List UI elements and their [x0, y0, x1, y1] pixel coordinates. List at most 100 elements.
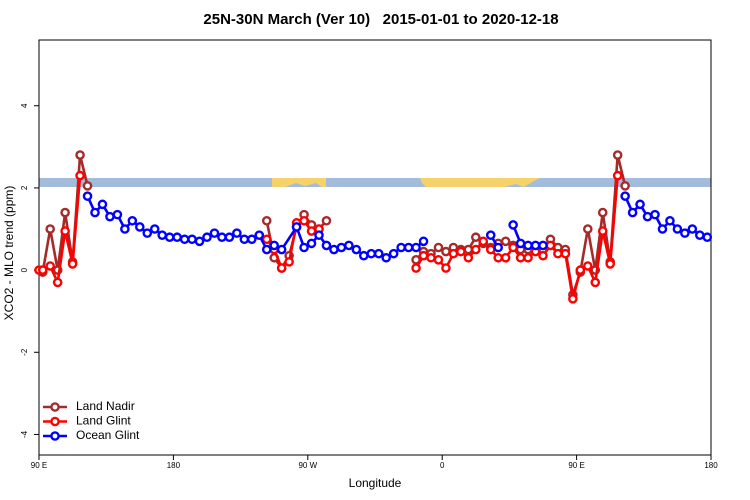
point	[583, 224, 593, 234]
point	[112, 209, 123, 220]
chart-title: 25N-30N March (Ver 10) 2015-01-01 to 202…	[203, 11, 558, 28]
point	[470, 244, 481, 255]
x-axis-label: Longitude	[349, 476, 402, 490]
point	[597, 226, 608, 236]
point	[538, 240, 548, 251]
ocean-strip	[39, 178, 711, 187]
point	[538, 250, 548, 261]
point	[202, 232, 212, 243]
point	[284, 257, 294, 267]
point	[485, 244, 496, 255]
point	[650, 209, 660, 220]
point	[45, 224, 56, 234]
point	[523, 252, 533, 263]
point	[60, 226, 70, 236]
point	[134, 222, 145, 232]
point	[306, 226, 317, 236]
legend-marker	[50, 402, 60, 412]
point	[508, 242, 518, 253]
point	[246, 234, 257, 245]
x-tick-label: 180	[704, 461, 718, 470]
point	[329, 244, 339, 255]
point	[657, 224, 668, 234]
point	[194, 236, 205, 247]
point	[672, 224, 683, 234]
y-tick-label: -2	[20, 348, 29, 356]
point	[605, 259, 616, 269]
point	[90, 207, 100, 218]
point	[306, 238, 317, 249]
point	[381, 252, 392, 263]
point	[157, 230, 167, 240]
point	[373, 248, 384, 259]
legend-label: Land Nadir	[76, 399, 135, 413]
point	[612, 150, 623, 160]
point	[314, 230, 324, 240]
x-tick-label: 90 E	[31, 461, 47, 470]
point	[680, 228, 690, 238]
y-tick-label: 2	[20, 185, 29, 190]
point	[620, 191, 630, 201]
point	[336, 242, 347, 253]
point	[642, 211, 653, 222]
point	[418, 250, 429, 261]
point	[187, 234, 197, 245]
point	[545, 240, 556, 251]
y-tick-label: -4	[20, 430, 29, 438]
point	[620, 181, 630, 191]
land-strip	[272, 178, 326, 187]
point	[411, 242, 421, 253]
legend-label: Ocean Glint	[76, 428, 140, 442]
point	[67, 259, 78, 269]
point	[433, 242, 444, 253]
point	[560, 248, 571, 259]
point	[627, 207, 638, 218]
point	[97, 199, 108, 210]
point	[276, 244, 287, 255]
y-tick-label: 4	[20, 103, 29, 108]
x-tick-label: 90 E	[568, 461, 584, 470]
point	[575, 265, 586, 275]
point	[75, 170, 85, 181]
point	[254, 230, 265, 240]
point	[321, 215, 332, 226]
point	[232, 228, 242, 238]
point	[358, 250, 369, 261]
point	[403, 242, 414, 253]
point	[470, 232, 481, 243]
point	[500, 252, 511, 263]
point	[127, 215, 138, 226]
x-tick-label: 180	[167, 461, 181, 470]
point	[52, 277, 63, 288]
point	[702, 232, 713, 243]
point	[60, 207, 70, 218]
point	[523, 240, 533, 251]
point	[485, 230, 496, 240]
point	[597, 207, 608, 218]
point	[37, 265, 48, 275]
point	[276, 263, 287, 273]
x-tick-label: 0	[440, 461, 445, 470]
y-axis-label: XCO2 - MLO trend (ppm)	[2, 186, 16, 321]
point	[261, 244, 272, 255]
point	[75, 150, 85, 160]
point	[418, 236, 429, 247]
point	[508, 220, 518, 230]
point	[456, 246, 466, 257]
point	[478, 236, 489, 247]
point	[441, 246, 451, 257]
point	[396, 242, 406, 253]
point	[321, 240, 332, 251]
point	[612, 170, 623, 181]
point	[45, 261, 56, 271]
point	[493, 252, 504, 263]
point	[530, 240, 541, 251]
point	[239, 234, 250, 245]
point	[172, 232, 182, 243]
point	[388, 248, 399, 259]
point	[217, 232, 227, 243]
point	[209, 228, 220, 238]
point	[411, 263, 421, 273]
